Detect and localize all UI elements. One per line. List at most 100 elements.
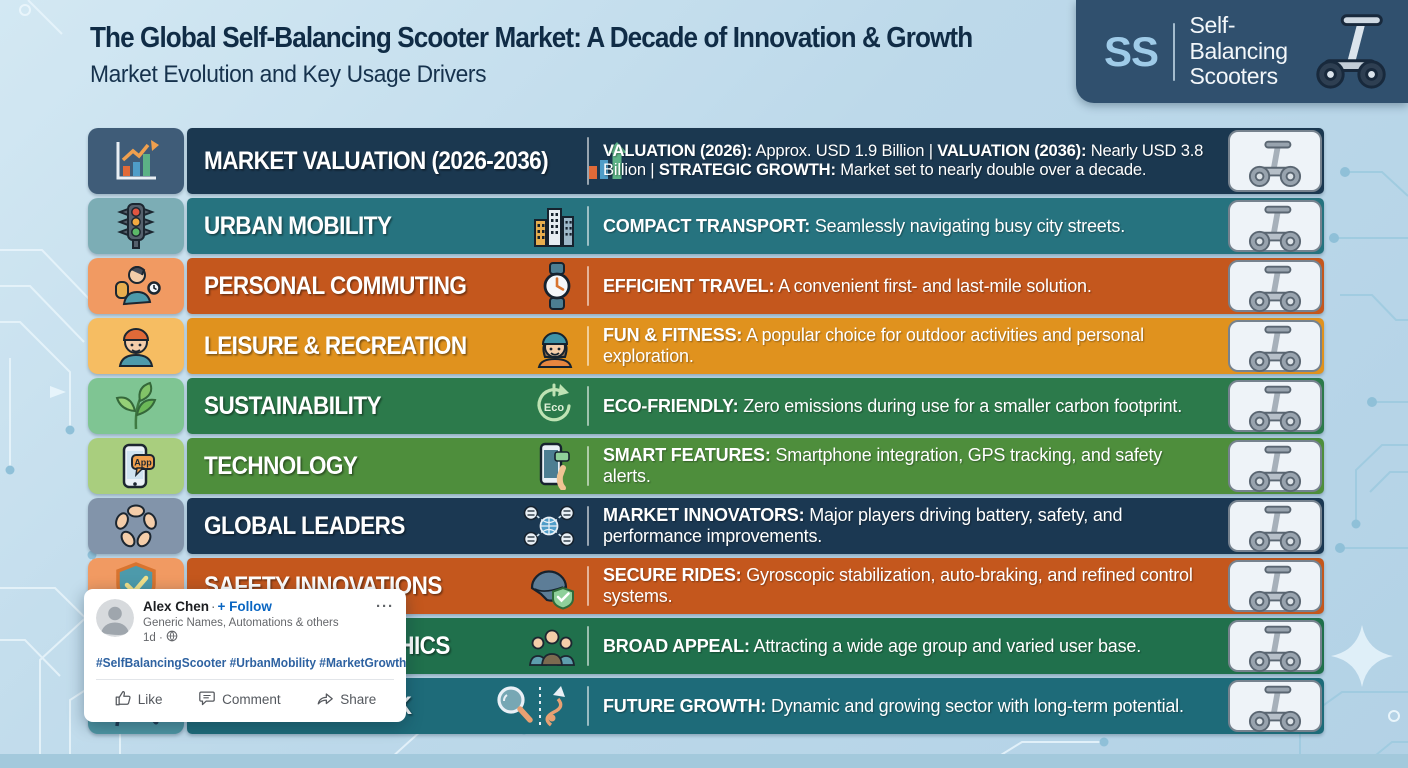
social-post-card: Alex Chen · + Follow Generic Names, Automa…: [84, 589, 406, 722]
category-row: PERSONAL COMMUTING EFFICIENT TRAVEL: A co…: [88, 258, 1324, 314]
bottom-accent-strip: [0, 754, 1408, 768]
action-label: Like: [137, 691, 163, 707]
share-arrow-icon: [316, 689, 334, 710]
row-description: EFFICIENT TRAVEL: A convenient first- an…: [603, 275, 1092, 296]
brand-logo-panel: SS Self-Balancing Scooters: [1076, 0, 1408, 103]
row-title: MARKET VALUATION (2026-2036): [204, 146, 549, 175]
row-divider: [587, 625, 589, 667]
helmet-rider-icon: [533, 323, 577, 369]
row-title: PERSONAL COMMUTING: [204, 271, 467, 300]
traffic-light-icon: [88, 198, 184, 254]
brand-name: Self-Balancing Scooters: [1189, 11, 1288, 90]
row-description: FUN & FITNESS: A popular choice for outd…: [603, 325, 1144, 366]
row-divider: [587, 505, 589, 547]
row-title-zone: PERSONAL COMMUTING: [187, 262, 587, 310]
like-button[interactable]: Like: [110, 683, 167, 716]
post-menu-button[interactable]: ···: [376, 598, 394, 615]
page-title: The Global Self-Balancing Scooter Market…: [90, 22, 973, 54]
category-bar: GLOBAL LEADERS MARKET INNOVATORS: Major p…: [187, 498, 1324, 554]
share-button[interactable]: Share: [312, 683, 380, 716]
category-bar: PERSONAL COMMUTING EFFICIENT TRAVEL: A co…: [187, 258, 1324, 314]
row-title: LEISURE & RECREATION: [204, 331, 467, 360]
post-timestamp: 1d ·: [143, 630, 339, 646]
row-divider: [587, 685, 589, 727]
post-actions: Like Comment Share: [96, 683, 394, 716]
row-title-zone: TECHNOLOGY: [187, 442, 587, 490]
category-bar: MARKET VALUATION (2026-2036) VALUATION (2…: [187, 128, 1324, 194]
row-title-zone: MARKET VALUATION (2026-2036): [187, 140, 628, 182]
row-title-zone: SUSTAINABILITY Eco: [187, 383, 587, 429]
row-description: SMART FEATURES: Smartphone integration, …: [603, 445, 1163, 486]
logo-divider: [1173, 22, 1176, 81]
global-network-icon: [521, 504, 577, 548]
helmet-shield-icon: [527, 562, 577, 610]
post-header: Alex Chen · + Follow Generic Names, Automa…: [96, 599, 394, 647]
post-hashtags[interactable]: #SelfBalancingScooter #UrbanMobility #Ma…: [96, 654, 407, 670]
scooter-icon: [1228, 380, 1322, 433]
card-divider: [96, 678, 394, 680]
comment-button[interactable]: Comment: [194, 683, 285, 716]
growth-chart-icon: [88, 128, 184, 194]
row-description: FUTURE GROWTH: Dynamic and growing secto…: [603, 695, 1184, 716]
row-divider: [587, 565, 589, 607]
row-description: MARKET INNOVATORS: Major players driving…: [603, 505, 1123, 546]
action-label: Share: [340, 691, 377, 707]
row-divider: [587, 385, 589, 427]
row-title: TECHNOLOGY: [204, 451, 358, 480]
row-title: SUSTAINABILITY: [204, 391, 382, 420]
category-row: App TECHNOLOGY SMART FEATURES: Smartphone …: [88, 438, 1324, 494]
row-description: BROAD APPEAL: Attracting a wide age grou…: [603, 635, 1142, 656]
helmet-kid-icon: [88, 318, 184, 374]
scooter-icon: [1228, 320, 1322, 373]
row-title-zone: URBAN MOBILITY: [187, 204, 587, 248]
demographics-people-icon: [527, 623, 577, 669]
row-title: GLOBAL LEADERS: [204, 511, 405, 540]
row-description: ECO-FRIENDLY: Zero emissions during use …: [603, 395, 1183, 416]
row-divider: [587, 325, 589, 367]
category-bar: TECHNOLOGY SMART FEATURES: Smartphone int…: [187, 438, 1324, 494]
scooter-icon: [1228, 560, 1322, 613]
author-name[interactable]: Alex Chen: [143, 599, 210, 614]
scooter-icon: [1228, 500, 1322, 553]
row-divider: [587, 445, 589, 487]
leaves-icon: [88, 378, 184, 434]
svg-text:Eco: Eco: [544, 402, 564, 414]
scooter-icon: [1228, 130, 1322, 192]
category-row: SUSTAINABILITY Eco ECO-FRIENDLY: Zero emis…: [88, 378, 1324, 434]
category-row: URBAN MOBILITY COMPACT TRANSPORT: Seamles…: [88, 198, 1324, 254]
phone-tap-icon: [533, 442, 577, 490]
scooter-icon: [1228, 200, 1322, 253]
row-title-zone: LEISURE & RECREATION: [187, 323, 587, 369]
row-description: VALUATION (2026): Approx. USD 1.9 Billio…: [603, 141, 1204, 179]
avatar[interactable]: [96, 599, 134, 637]
commuter-person-icon: [88, 258, 184, 314]
city-buildings-icon: [531, 204, 577, 248]
row-divider: [587, 137, 589, 185]
brand-monogram: SS: [1104, 27, 1159, 75]
author-byline: Generic Names, Automations & others: [143, 616, 339, 629]
teamwork-hands-icon: [88, 498, 184, 554]
search-path-icon: [493, 683, 577, 729]
row-divider: [587, 205, 589, 247]
follow-button[interactable]: + Follow: [217, 599, 272, 614]
wristwatch-icon: [537, 262, 577, 310]
row-title-zone: GLOBAL LEADERS: [187, 504, 587, 548]
category-bar: SUSTAINABILITY Eco ECO-FRIENDLY: Zero emis…: [187, 378, 1324, 434]
scooter-logo-icon: [1306, 6, 1398, 97]
globe-icon: [166, 630, 178, 646]
thumbs-up-icon: [114, 689, 132, 710]
row-title: URBAN MOBILITY: [204, 211, 392, 240]
row-description: SECURE RIDES: Gyroscopic stabilization, …: [603, 565, 1193, 606]
category-row: LEISURE & RECREATION FUN & FITNESS: A pop…: [88, 318, 1324, 374]
category-bar: URBAN MOBILITY COMPACT TRANSPORT: Seamles…: [187, 198, 1324, 254]
scooter-icon: [1228, 620, 1322, 673]
row-description: COMPACT TRANSPORT: Seamlessly navigating…: [603, 215, 1126, 236]
svg-text:App: App: [134, 458, 152, 468]
post-meta: Alex Chen · + Follow Generic Names, Automa…: [143, 599, 339, 647]
category-bar: LEISURE & RECREATION FUN & FITNESS: A pop…: [187, 318, 1324, 374]
row-divider: [587, 265, 589, 307]
category-row: GLOBAL LEADERS MARKET INNOVATORS: Major p…: [88, 498, 1324, 554]
scooter-icon: [1228, 680, 1322, 733]
scooter-icon: [1228, 260, 1322, 313]
